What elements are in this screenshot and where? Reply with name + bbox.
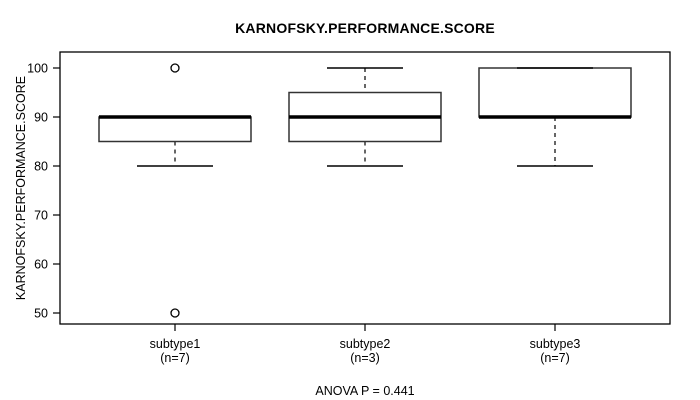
anova-annotation: ANOVA P = 0.441 (315, 384, 415, 398)
group-label: subtype1 (149, 337, 201, 351)
y-tick-value: 100 (27, 62, 48, 76)
outlier-subtype1-100 (170, 63, 180, 73)
group-sublabel: (n=3) (350, 350, 380, 365)
x-tick-label-subtype2: subtype2 (n=3) (339, 337, 391, 365)
box-subtype1 (98, 116, 252, 143)
x-tick-label-subtype3: subtype3 (n=7) (529, 337, 581, 365)
chart-title: KARNOFSKY.PERFORMANCE.SCORE (235, 20, 495, 36)
y-tick-value: 90 (34, 111, 48, 125)
group-label: subtype3 (529, 337, 581, 351)
outlier-subtype1-50 (170, 308, 180, 318)
y-tick-value: 70 (34, 209, 48, 223)
group-label: subtype2 (339, 337, 391, 351)
group-sublabel: (n=7) (160, 350, 190, 365)
box-subtype3 (478, 67, 632, 118)
x-tick-label-subtype1: subtype1 (n=7) (149, 337, 201, 365)
y-tick-value: 50 (34, 307, 48, 321)
y-tick-value: 80 (34, 160, 48, 174)
group-sublabel: (n=7) (540, 350, 570, 365)
y-tick-value: 60 (34, 258, 48, 272)
